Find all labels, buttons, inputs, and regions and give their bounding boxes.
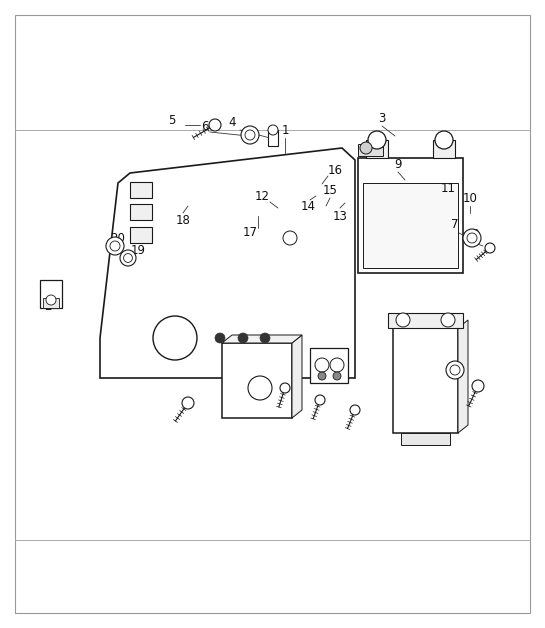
Circle shape bbox=[280, 383, 290, 393]
Circle shape bbox=[248, 376, 272, 400]
Bar bbox=[433, 140, 455, 158]
Bar bbox=[363, 183, 458, 268]
Polygon shape bbox=[222, 335, 302, 343]
Circle shape bbox=[260, 333, 270, 343]
Circle shape bbox=[463, 229, 481, 247]
Text: 12: 12 bbox=[255, 190, 269, 202]
Circle shape bbox=[450, 365, 460, 375]
Circle shape bbox=[330, 358, 344, 372]
Text: 15: 15 bbox=[323, 183, 337, 197]
Circle shape bbox=[241, 126, 259, 144]
Polygon shape bbox=[292, 335, 302, 418]
Text: 2: 2 bbox=[44, 300, 52, 313]
Circle shape bbox=[485, 243, 495, 253]
Circle shape bbox=[215, 333, 225, 343]
Polygon shape bbox=[100, 148, 355, 378]
Bar bbox=[130, 204, 152, 220]
Bar bbox=[393, 328, 458, 433]
Text: 16: 16 bbox=[328, 163, 342, 176]
Circle shape bbox=[472, 380, 484, 392]
Bar bbox=[43, 298, 59, 308]
Text: 9: 9 bbox=[394, 158, 402, 171]
Text: 5: 5 bbox=[168, 114, 175, 126]
Bar bbox=[358, 158, 463, 273]
Text: 18: 18 bbox=[175, 214, 190, 227]
Text: 7: 7 bbox=[451, 219, 459, 232]
Circle shape bbox=[153, 316, 197, 360]
Text: 17: 17 bbox=[243, 227, 257, 239]
Bar bbox=[358, 144, 383, 156]
Text: 8: 8 bbox=[471, 229, 479, 242]
Circle shape bbox=[238, 333, 248, 343]
Text: 20: 20 bbox=[111, 232, 125, 244]
Circle shape bbox=[120, 250, 136, 266]
Circle shape bbox=[360, 142, 372, 154]
Circle shape bbox=[315, 358, 329, 372]
Circle shape bbox=[46, 295, 56, 305]
Text: 4: 4 bbox=[228, 117, 236, 129]
Text: 13: 13 bbox=[332, 210, 348, 222]
Bar bbox=[130, 182, 152, 198]
Circle shape bbox=[333, 372, 341, 380]
Circle shape bbox=[110, 241, 120, 251]
Bar bbox=[366, 140, 388, 158]
Circle shape bbox=[209, 119, 221, 131]
Bar bbox=[40, 280, 62, 308]
Text: 3: 3 bbox=[378, 112, 386, 124]
Circle shape bbox=[124, 254, 132, 263]
Circle shape bbox=[182, 397, 194, 409]
Circle shape bbox=[315, 395, 325, 405]
Circle shape bbox=[106, 237, 124, 255]
Bar bbox=[310, 348, 348, 383]
Circle shape bbox=[350, 405, 360, 415]
Circle shape bbox=[245, 130, 255, 140]
Circle shape bbox=[268, 125, 278, 135]
Text: 11: 11 bbox=[440, 181, 456, 195]
Circle shape bbox=[283, 231, 297, 245]
Bar bbox=[388, 313, 463, 328]
Text: 14: 14 bbox=[300, 200, 316, 212]
Text: 19: 19 bbox=[130, 244, 146, 256]
Text: 6: 6 bbox=[201, 119, 209, 133]
Bar bbox=[401, 433, 450, 445]
Circle shape bbox=[441, 313, 455, 327]
Bar bbox=[130, 227, 152, 243]
Bar bbox=[222, 343, 292, 418]
Polygon shape bbox=[458, 320, 468, 433]
Text: 10: 10 bbox=[463, 192, 477, 205]
Bar bbox=[268, 130, 278, 146]
Circle shape bbox=[396, 313, 410, 327]
Circle shape bbox=[368, 131, 386, 149]
Circle shape bbox=[435, 131, 453, 149]
Circle shape bbox=[467, 233, 477, 243]
Text: 1: 1 bbox=[281, 124, 289, 136]
Circle shape bbox=[446, 361, 464, 379]
Circle shape bbox=[318, 372, 326, 380]
